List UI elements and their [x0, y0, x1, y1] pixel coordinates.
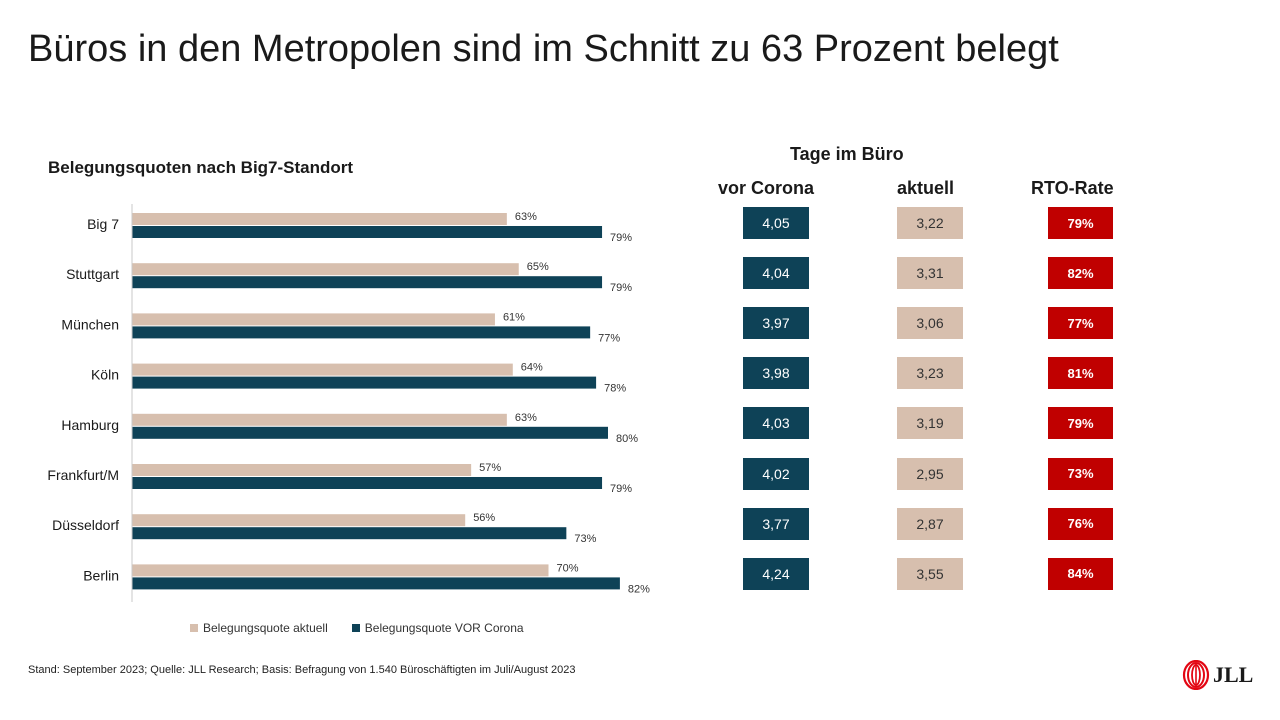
data-label-vor-corona-hamburg: 80%	[616, 433, 638, 445]
bar-vor-corona-k-ln	[132, 376, 597, 389]
bar-vor-corona-big-7	[132, 226, 603, 238]
cell-rto-rate-5: 79%	[1048, 407, 1113, 440]
bar-aktuell-frankfurt-m	[132, 464, 472, 476]
bar-chart: Big 7 63% 79% Stuttgart 65% 79% München 61% 77% K…	[47, 204, 650, 602]
page-title: Büros in den Metropolen sind im Schnitt …	[28, 28, 1059, 70]
cell-vor-corona-1: 4,05	[743, 207, 809, 239]
column-header-vor-corona: vor Corona	[718, 178, 815, 198]
column-header-aktuell: aktuell	[897, 178, 955, 198]
logo-text: JLL	[1213, 662, 1254, 687]
bar-aktuell-hamburg	[132, 413, 507, 426]
cell-rto-rate-7: 76%	[1048, 507, 1113, 540]
chart-legend: Belegungsquote aktuell Belegungsquote VO…	[190, 621, 524, 635]
bar-vor-corona-frankfurt-m	[132, 477, 603, 489]
category-label-d-sseldorf: Düsseldorf	[52, 517, 119, 533]
cell-aktuell-4: 3,23	[897, 357, 963, 390]
legend-label-vor-corona: Belegungsquote VOR Corona	[364, 621, 524, 635]
legend-item-vor-corona: Belegungsquote VOR Corona	[351, 621, 524, 635]
bar-aktuell-d-sseldorf	[132, 514, 466, 527]
cell-rto-rate-1: 79%	[1048, 207, 1113, 239]
source-footer: Stand: September 2023; Quelle: JLL Resea…	[28, 664, 576, 676]
cell-rto-rate-2: 82%	[1048, 257, 1113, 290]
category-label-hamburg: Hamburg	[61, 417, 119, 433]
bar-vor-corona-berlin	[132, 577, 620, 590]
table-header: Tage im Büro	[790, 144, 904, 164]
data-label-aktuell-stuttgart: 65%	[527, 261, 549, 273]
cell-vor-corona-6: 4,02	[743, 457, 809, 490]
legend-item-aktuell: Belegungsquote aktuell	[190, 621, 328, 635]
chart-title: Belegungsquoten nach Big7-Standort	[48, 158, 354, 177]
data-label-vor-corona-m-nchen: 77%	[598, 332, 620, 344]
bar-aktuell-m-nchen	[132, 313, 495, 326]
data-label-aktuell-frankfurt-m: 57%	[479, 462, 501, 474]
data-label-aktuell-big-7: 63%	[515, 211, 537, 223]
category-label-big-7: Big 7	[87, 216, 119, 232]
legend-swatch-vor-corona	[351, 624, 360, 632]
cell-aktuell-3: 3,06	[897, 307, 963, 340]
category-label-k-ln: Köln	[91, 367, 119, 383]
cell-vor-corona-8: 4,24	[743, 557, 809, 590]
cell-aktuell-5: 3,19	[897, 407, 963, 440]
cell-vor-corona-4: 3,98	[743, 357, 809, 390]
cell-aktuell-8: 3,55	[897, 557, 963, 590]
cell-vor-corona-2: 4,04	[743, 257, 809, 290]
data-label-vor-corona-stuttgart: 79%	[610, 282, 632, 294]
category-label-berlin: Berlin	[83, 567, 119, 583]
cell-rto-rate-6: 73%	[1048, 457, 1113, 490]
cell-vor-corona-7: 3,77	[743, 507, 809, 540]
cell-rto-rate-3: 77%	[1048, 307, 1113, 340]
cell-vor-corona-5: 4,03	[743, 407, 809, 440]
data-label-aktuell-k-ln: 64%	[521, 362, 543, 374]
data-label-aktuell-m-nchen: 61%	[503, 311, 525, 323]
cell-aktuell-2: 3,31	[897, 257, 963, 290]
bar-vor-corona-hamburg	[132, 426, 608, 439]
cell-aktuell-6: 2,95	[897, 457, 963, 490]
cell-aktuell-1: 3,22	[897, 207, 963, 239]
bar-aktuell-berlin	[132, 564, 549, 577]
cell-aktuell-7: 2,87	[897, 507, 963, 540]
data-label-aktuell-d-sseldorf: 56%	[473, 512, 495, 524]
jll-logo: JLL	[1182, 660, 1253, 690]
data-label-vor-corona-berlin: 82%	[628, 583, 650, 595]
cell-rto-rate-4: 81%	[1048, 357, 1113, 390]
data-label-vor-corona-frankfurt-m: 79%	[610, 483, 632, 495]
data-label-aktuell-berlin: 70%	[557, 562, 579, 574]
data-label-aktuell-hamburg: 63%	[515, 412, 537, 424]
data-label-vor-corona-big-7: 79%	[610, 232, 632, 244]
column-header-rto-rate: RTO-Rate	[1031, 178, 1114, 198]
bar-vor-corona-m-nchen	[132, 326, 591, 339]
cell-rto-rate-8: 84%	[1048, 557, 1113, 590]
legend-label-aktuell: Belegungsquote aktuell	[203, 621, 328, 635]
data-label-vor-corona-d-sseldorf: 73%	[574, 533, 596, 545]
category-label-stuttgart: Stuttgart	[66, 266, 119, 282]
legend-swatch-aktuell	[190, 624, 198, 632]
category-label-m-nchen: München	[61, 316, 119, 332]
bar-aktuell-k-ln	[132, 363, 513, 376]
bar-vor-corona-d-sseldorf	[132, 527, 567, 540]
bar-vor-corona-stuttgart	[132, 276, 603, 289]
data-label-vor-corona-k-ln: 78%	[604, 383, 626, 395]
category-label-frankfurt-m: Frankfurt/M	[47, 467, 119, 483]
jll-logo-icon	[1182, 660, 1210, 690]
cell-vor-corona-3: 3,97	[743, 307, 809, 340]
bar-aktuell-stuttgart	[132, 263, 519, 276]
bar-aktuell-big-7	[132, 213, 507, 225]
